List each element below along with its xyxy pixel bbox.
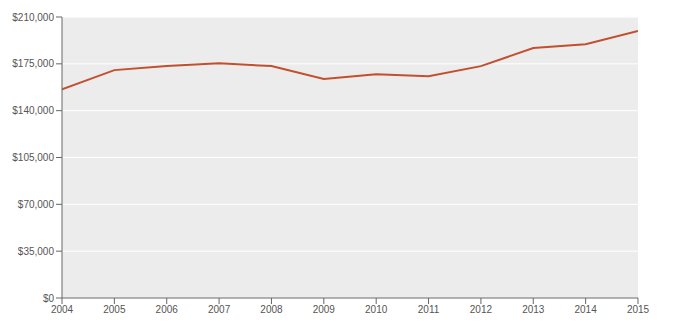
svg-text:$175,000: $175,000: [12, 58, 54, 69]
svg-text:2015: 2015: [627, 304, 650, 315]
svg-text:$140,000: $140,000: [12, 105, 54, 116]
svg-text:2004: 2004: [51, 304, 74, 315]
svg-text:2008: 2008: [260, 304, 283, 315]
svg-text:2006: 2006: [156, 304, 179, 315]
svg-text:$0: $0: [43, 293, 55, 304]
svg-text:$35,000: $35,000: [18, 246, 55, 257]
svg-text:2013: 2013: [522, 304, 545, 315]
svg-text:2010: 2010: [365, 304, 388, 315]
svg-text:2014: 2014: [575, 304, 598, 315]
svg-text:$70,000: $70,000: [18, 199, 55, 210]
svg-text:2007: 2007: [208, 304, 231, 315]
svg-text:$210,000: $210,000: [12, 12, 54, 23]
svg-text:2012: 2012: [470, 304, 493, 315]
svg-text:2005: 2005: [103, 304, 126, 315]
svg-text:2009: 2009: [313, 304, 336, 315]
svg-text:$105,000: $105,000: [12, 152, 54, 163]
svg-text:2011: 2011: [418, 304, 440, 315]
